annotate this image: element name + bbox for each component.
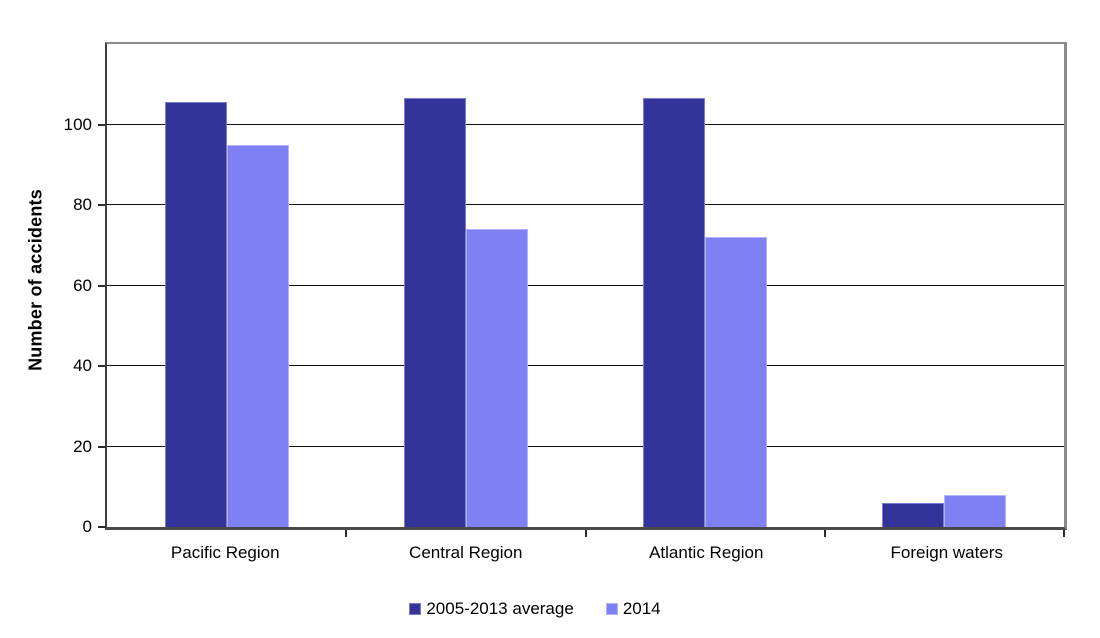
y-tick-mark-100 [98, 123, 105, 126]
legend-swatch-2005-2013-average [409, 603, 422, 615]
bar-group-central-region [346, 44, 585, 527]
bar-atlantic-region-2005-2013-average [643, 98, 706, 527]
y-tick-label-40: 40 [73, 356, 92, 375]
bar-central-region-2005-2013-average [403, 98, 466, 527]
gridline-80 [107, 204, 1064, 206]
category-label-central-region: Central Region [409, 543, 523, 562]
category-label-foreign-waters: Foreign waters [890, 543, 1003, 562]
gridline-100 [107, 123, 1064, 125]
category-label-atlantic-region: Atlantic Region [649, 543, 764, 562]
bar-foreign-waters-2014 [944, 494, 1007, 527]
bar-group-foreign-waters [825, 44, 1064, 527]
plot-area [98, 42, 1067, 537]
y-tick-label-80: 80 [73, 195, 92, 214]
x-tick-mark-1 [345, 530, 348, 537]
y-tick-label-0: 0 [82, 517, 92, 536]
y-tick-mark-40 [98, 365, 105, 368]
legend-label-2005-2013-average: 2005-2013 average [426, 599, 574, 618]
bar-atlantic-region-2014 [705, 237, 768, 527]
y-tick-mark-80 [98, 204, 105, 207]
y-tick-label-20: 20 [73, 436, 92, 456]
gridline-60 [107, 284, 1064, 286]
bar-pacific-region-2014 [226, 144, 289, 527]
bar-pacific-region-2005-2013-average [164, 102, 227, 527]
x-tick-mark-4 [1063, 530, 1065, 537]
bar-group-pacific-region [107, 44, 346, 527]
x-tick-mark-2 [584, 530, 587, 537]
bar-group-atlantic-region [586, 44, 825, 527]
legend-item-2014: 2014 [605, 599, 661, 619]
gridline-40 [107, 365, 1064, 367]
y-tick-mark-20 [98, 445, 105, 448]
legend-swatch-2014 [605, 603, 618, 615]
gridline-20 [107, 445, 1064, 447]
legend-item-2005-2013-average: 2005-2013 average [409, 599, 574, 619]
bar-foreign-waters-2005-2013-average [882, 502, 945, 527]
category-label-pacific-region: Pacific Region [170, 543, 280, 562]
bar-central-region-2014 [465, 229, 528, 527]
x-tick-mark-3 [823, 530, 826, 537]
legend-label-2014: 2014 [622, 599, 661, 618]
y-tick-label-100: 100 [63, 114, 92, 134]
legend: 2005-2013 average 2014 [0, 599, 1070, 619]
y-tick-label-60: 60 [73, 275, 92, 295]
y-tick-mark-60 [98, 284, 105, 287]
y-tick-mark-0 [98, 526, 105, 528]
x-axis-labels: Pacific Region Central Region Atlantic Reg… [105, 543, 1067, 563]
